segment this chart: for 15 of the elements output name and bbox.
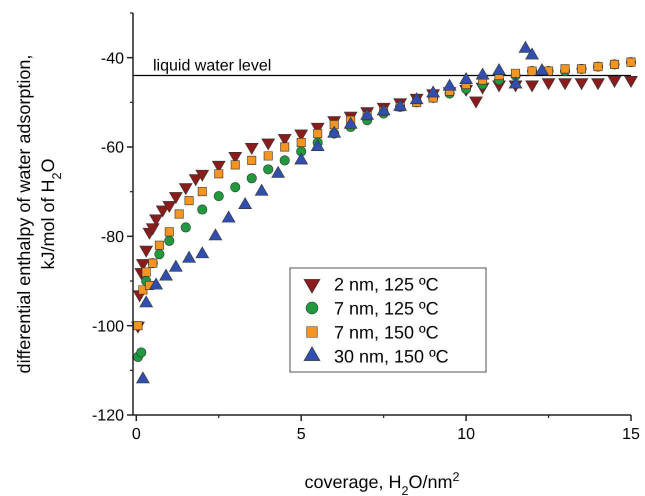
x-tick-label: 0 bbox=[132, 426, 141, 443]
y-tick-label: -80 bbox=[100, 228, 124, 246]
y-tick-label: -60 bbox=[100, 140, 124, 157]
ref-line-label: liquid water level bbox=[153, 58, 272, 75]
x-tick-label: 15 bbox=[622, 426, 640, 443]
x-tick-label: 5 bbox=[296, 426, 306, 443]
x-axis-title: coverage, H$_{2}$O/nm$^{2}$ bbox=[304, 470, 460, 496]
legend-label: 7 nm, 150 ºC bbox=[334, 322, 439, 342]
y-tick-label: -100 bbox=[92, 318, 124, 336]
legend-label: 7 nm, 125 ºC bbox=[334, 298, 439, 318]
y-tick-label: -120 bbox=[92, 408, 124, 425]
x-tick-label: 10 bbox=[457, 426, 476, 443]
y-tick-label: -40 bbox=[100, 50, 124, 68]
legend-label: 30 nm, 150 ºC bbox=[334, 346, 449, 366]
legend-label: 2 nm, 125 ºC bbox=[334, 274, 439, 294]
